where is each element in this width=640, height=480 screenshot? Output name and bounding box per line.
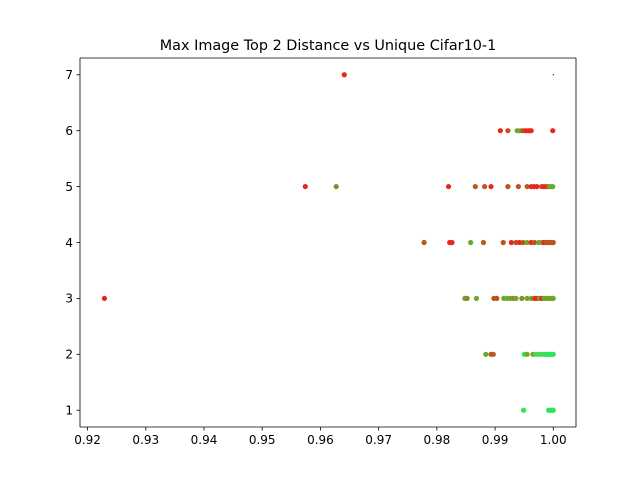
data-point [505, 183, 511, 190]
y-tick-label: 7 [65, 68, 73, 82]
data-point [494, 295, 500, 302]
y-tick-label: 5 [65, 180, 73, 194]
data-point [524, 351, 530, 357]
x-tick-label: 0.97 [365, 433, 392, 447]
data-point [482, 183, 488, 190]
data-point [550, 295, 556, 302]
data-point [421, 239, 427, 246]
data-point [552, 74, 554, 76]
data-point [490, 351, 496, 357]
data-point [513, 295, 519, 302]
x-tick-label: 0.93 [132, 433, 159, 447]
x-tick-label: 0.92 [74, 433, 101, 447]
data-point [519, 295, 525, 302]
data-point [520, 239, 526, 246]
data-point [500, 239, 506, 246]
data-point [550, 407, 556, 413]
data-point [508, 239, 514, 246]
data-point [528, 128, 534, 134]
data-point [534, 183, 540, 190]
x-tick-label: 1.00 [540, 433, 567, 447]
data-point [473, 295, 480, 302]
y-tick-label: 6 [65, 124, 73, 138]
y-tick-label: 2 [65, 348, 73, 362]
data-point [550, 128, 556, 134]
data-point [483, 351, 489, 357]
data-point [341, 72, 347, 78]
data-point [468, 239, 474, 246]
data-point [445, 183, 452, 190]
x-tick-label: 0.96 [307, 433, 334, 447]
data-point [302, 183, 308, 190]
data-point [550, 239, 556, 246]
data-point [480, 239, 487, 246]
chart-title: Max Image Top 2 Distance vs Unique Cifar… [160, 38, 497, 54]
y-tick-label: 1 [65, 404, 73, 418]
data-point [521, 407, 527, 413]
data-point [515, 183, 521, 190]
x-tick-label: 0.98 [424, 433, 451, 447]
data-point [505, 128, 511, 134]
y-tick-label: 4 [65, 236, 73, 250]
plot-area: 0.92 0.93 0.94 0.95 0.96 0.97 0.98 0.99 1.00 1 2 3 4… [65, 57, 577, 447]
data-point [550, 183, 556, 190]
y-tick-label: 3 [65, 292, 73, 306]
data-point [497, 128, 503, 134]
data-point [101, 295, 108, 302]
x-tick-label: 0.95 [249, 433, 276, 447]
x-tick-label: 0.99 [482, 433, 509, 447]
data-point [488, 183, 494, 190]
data-point [532, 239, 538, 246]
data-point [464, 295, 470, 302]
data-point [524, 295, 530, 302]
data-point [524, 239, 530, 246]
data-point [550, 351, 556, 357]
data-point [333, 183, 339, 190]
data-point [524, 183, 530, 190]
data-point [449, 239, 455, 246]
x-tick-label: 0.94 [191, 433, 218, 447]
data-point [472, 183, 478, 190]
